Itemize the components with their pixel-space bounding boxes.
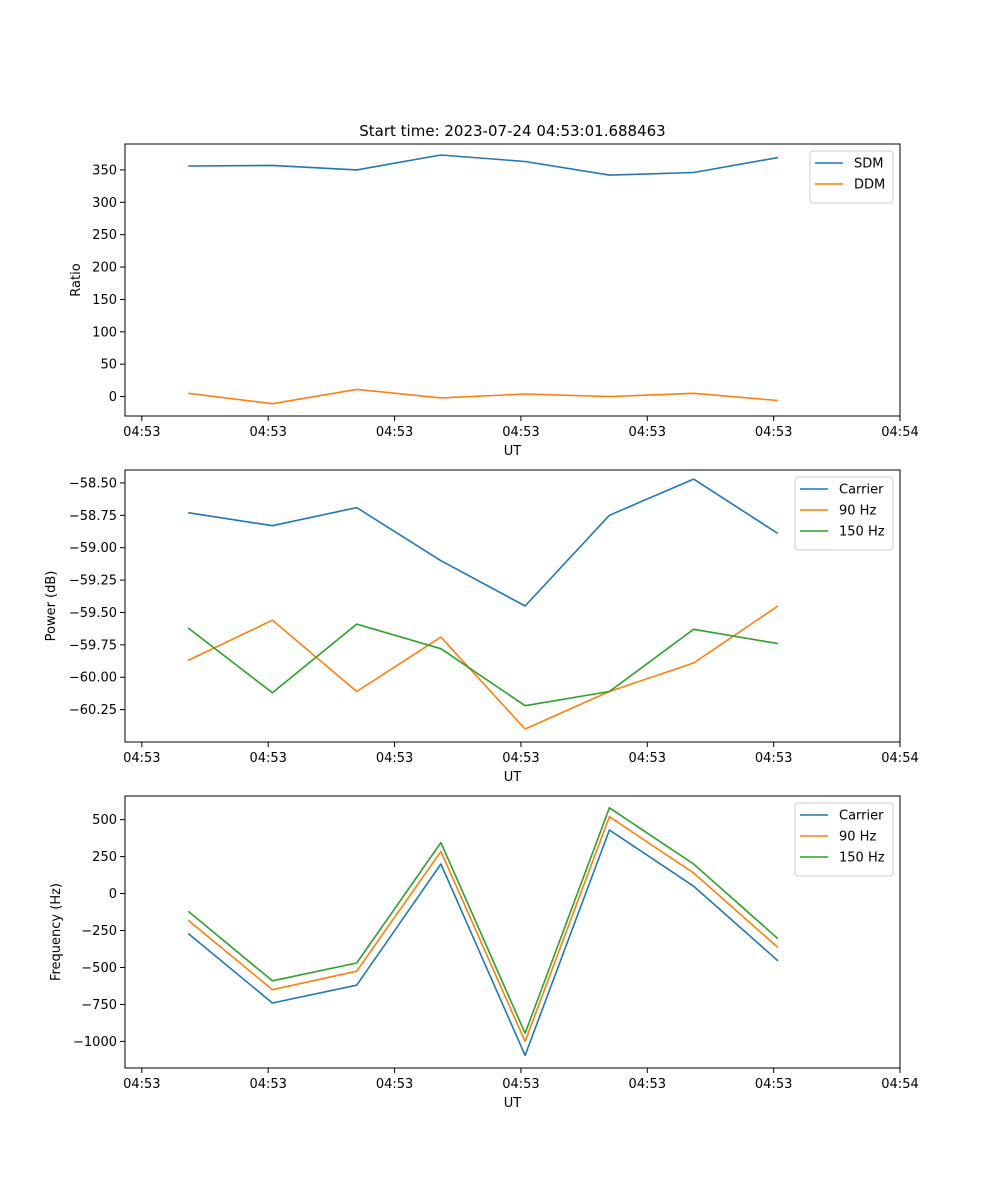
figure-title: Start time: 2023-07-24 04:53:01.688463 bbox=[359, 122, 665, 140]
ratio-axes-frame bbox=[124, 143, 901, 417]
power-x-tick-label: 04:53 bbox=[629, 751, 666, 766]
frequency-legend-label-carrier: Carrier bbox=[839, 809, 884, 824]
ratio-legend-label-sdm: SDM bbox=[854, 157, 883, 172]
ratio-y-tick-label: 100 bbox=[92, 325, 117, 340]
frequency-x-tick-label: 04:54 bbox=[881, 1077, 918, 1092]
frequency-y-tick-label: −1000 bbox=[73, 1035, 117, 1050]
frequency-x-tick-label: 04:53 bbox=[376, 1077, 413, 1092]
power-y-axis-label: Power (dB) bbox=[44, 571, 59, 642]
power-series-line-carrier bbox=[188, 478, 779, 607]
ratio-x-tick-label: 04:53 bbox=[502, 425, 539, 440]
frequency-y-axis-label: Frequency (Hz) bbox=[49, 883, 64, 981]
power-x-tick-label: 04:53 bbox=[249, 751, 286, 766]
power-x-tick-label: 04:53 bbox=[123, 751, 160, 766]
frequency-x-axis-label: UT bbox=[504, 1096, 522, 1111]
power-x-tick-label: 04:54 bbox=[881, 751, 918, 766]
frequency-y-tick-label: −750 bbox=[81, 998, 117, 1013]
ratio-y-tick-label: 50 bbox=[100, 358, 117, 373]
power-y-tick-label: −59.25 bbox=[69, 574, 117, 589]
ratio-y-axis-label: Ratio bbox=[69, 263, 84, 296]
ratio-legend-label-ddm: DDM bbox=[854, 178, 885, 193]
frequency-x-tick-label: 04:53 bbox=[502, 1077, 539, 1092]
ratio-series-line-ddm bbox=[188, 388, 778, 405]
frequency-legend-label-150-hz: 150 Hz bbox=[839, 851, 885, 866]
frequency-x-tick-label: 04:53 bbox=[123, 1077, 160, 1092]
power-legend-label-90-hz: 90 Hz bbox=[839, 504, 876, 519]
ratio-legend: SDM DDM bbox=[809, 150, 894, 204]
power-series-line-90-hz bbox=[187, 605, 779, 730]
ratio-y-tick-label: 0 bbox=[109, 390, 117, 405]
frequency-panel: 04:53 04:53 04:53 04:53 04:53 04:53 04:54 −1000… bbox=[49, 795, 919, 1111]
ratio-x-tick-label: 04:53 bbox=[376, 425, 413, 440]
frequency-y-tick-label: 0 bbox=[109, 887, 117, 902]
frequency-series-line-150-hz bbox=[187, 806, 779, 1035]
power-y-tick-label: −59.75 bbox=[69, 638, 117, 653]
ratio-x-tick-label: 04:53 bbox=[629, 425, 666, 440]
power-legend-label-carrier: Carrier bbox=[839, 483, 884, 498]
power-x-tick-label: 04:53 bbox=[502, 751, 539, 766]
power-axes-frame bbox=[124, 469, 901, 743]
frequency-x-tick-label: 04:53 bbox=[249, 1077, 286, 1092]
ratio-panel: 04:53 04:53 04:53 04:53 04:53 04:53 04:54 0 50 10… bbox=[69, 143, 919, 459]
frequency-y-tick-label: −500 bbox=[81, 961, 117, 976]
power-legend: Carrier 90 Hz 150 Hz bbox=[794, 476, 894, 551]
power-legend-label-150-hz: 150 Hz bbox=[839, 525, 885, 540]
power-x-tick-label: 04:53 bbox=[376, 751, 413, 766]
power-y-tick-label: −60.25 bbox=[69, 703, 117, 718]
ratio-x-tick-label: 04:53 bbox=[249, 425, 286, 440]
frequency-series-line-90-hz bbox=[187, 815, 779, 1043]
ratio-y-tick-label: 300 bbox=[92, 196, 117, 211]
power-y-tick-label: −58.50 bbox=[69, 476, 117, 491]
power-series-line-150-hz bbox=[187, 623, 779, 707]
frequency-y-tick-label: 250 bbox=[92, 850, 117, 865]
power-x-tick-label: 04:53 bbox=[755, 751, 792, 766]
ratio-x-tick-label: 04:54 bbox=[881, 425, 918, 440]
ratio-x-tick-label: 04:53 bbox=[123, 425, 160, 440]
power-y-tick-label: −60.00 bbox=[69, 671, 117, 686]
frequency-legend-label-90-hz: 90 Hz bbox=[839, 830, 876, 845]
ratio-x-tick-label: 04:53 bbox=[755, 425, 792, 440]
frequency-series-line-carrier bbox=[187, 829, 779, 1057]
ratio-x-axis-label: UT bbox=[504, 444, 522, 459]
power-y-tick-label: −58.75 bbox=[69, 509, 117, 524]
ratio-y-tick-label: 350 bbox=[92, 163, 117, 178]
ratio-y-tick-label: 250 bbox=[92, 228, 117, 243]
ratio-series-line-sdm bbox=[188, 154, 779, 176]
frequency-legend: Carrier 90 Hz 150 Hz bbox=[794, 802, 894, 877]
frequency-x-tick-label: 04:53 bbox=[755, 1077, 792, 1092]
power-x-axis-label: UT bbox=[504, 770, 522, 785]
power-y-tick-label: −59.00 bbox=[69, 541, 117, 556]
power-y-tick-label: −59.50 bbox=[69, 606, 117, 621]
frequency-y-tick-label: −250 bbox=[81, 924, 117, 939]
power-panel: 04:53 04:53 04:53 04:53 04:53 04:53 04:54 −60.2… bbox=[44, 469, 919, 785]
ratio-legend-box bbox=[809, 150, 894, 204]
frequency-x-tick-label: 04:53 bbox=[629, 1077, 666, 1092]
frequency-y-tick-label: 500 bbox=[92, 813, 117, 828]
ratio-y-tick-label: 150 bbox=[92, 293, 117, 308]
frequency-axes-frame bbox=[124, 795, 901, 1069]
ratio-y-tick-label: 200 bbox=[92, 261, 117, 276]
